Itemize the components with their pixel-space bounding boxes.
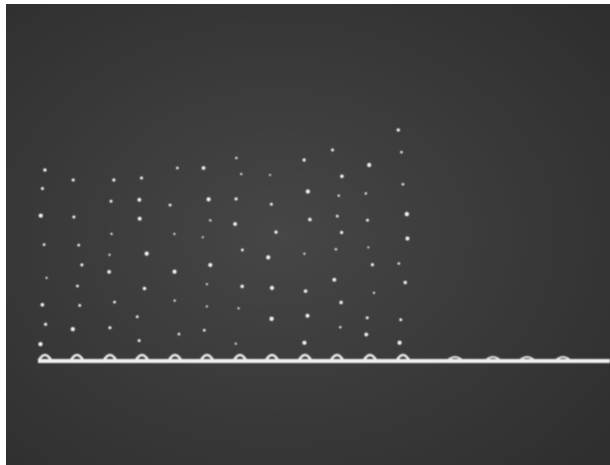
trace-dot — [340, 231, 343, 234]
trace-dot — [43, 168, 46, 171]
trace-dot — [43, 243, 46, 246]
trace-dot — [72, 178, 75, 181]
trace-dot — [77, 244, 80, 247]
trace-dot — [404, 281, 407, 284]
trace-dot — [72, 216, 75, 219]
trace-dot — [202, 236, 204, 238]
trace-dot — [107, 270, 111, 274]
trace-dot — [71, 327, 75, 331]
trace-dot — [308, 218, 312, 222]
trace-dot — [400, 151, 403, 154]
trace-dot — [402, 183, 405, 186]
trace-dot — [366, 219, 369, 222]
trace-dot — [38, 342, 42, 346]
trace-dot — [178, 333, 181, 336]
trace-dot — [206, 283, 208, 285]
trace-dot — [44, 323, 47, 326]
trace-dot — [302, 341, 306, 345]
trace-dot — [306, 314, 310, 318]
trace-dot — [45, 277, 47, 279]
trace-dot — [367, 163, 371, 167]
trace-dot — [364, 333, 368, 337]
trace-dot — [405, 212, 409, 216]
page: (() => { const svg = document.getElement… — [0, 0, 610, 465]
trace-dot — [270, 203, 273, 206]
trace-dot — [399, 318, 402, 321]
trace-dot — [339, 326, 341, 328]
trace-dot — [332, 278, 336, 282]
trace-dot — [303, 158, 306, 161]
trace-dot — [366, 316, 369, 319]
trace-dot — [173, 270, 177, 274]
trace-dot — [266, 255, 270, 259]
trace-dot — [78, 304, 81, 307]
trace-dot — [240, 285, 244, 289]
trace-dot — [339, 301, 342, 304]
trace-dot — [233, 222, 237, 226]
trace-dot — [145, 251, 149, 255]
trace-dot — [274, 230, 277, 233]
trace-dot — [209, 219, 211, 221]
trace-dot — [371, 263, 374, 266]
trace-dot — [176, 167, 179, 170]
trace-dot — [174, 299, 176, 301]
trace-dot — [269, 317, 273, 321]
trace-dot — [80, 263, 83, 266]
trace-dot — [207, 197, 211, 201]
trace-dot — [206, 305, 208, 307]
trace-dot — [41, 303, 45, 307]
trace-dot — [235, 343, 237, 345]
trace-dot — [306, 189, 310, 193]
trace-dot — [202, 166, 206, 170]
trace-dot — [240, 173, 242, 175]
trace-dot — [238, 307, 240, 309]
trace-dot — [235, 157, 237, 159]
oscilloscope-photo — [0, 0, 610, 465]
trace-dot — [76, 285, 79, 288]
trace-dot — [340, 174, 344, 178]
trace-dot — [269, 174, 271, 176]
trace-dot — [173, 233, 175, 235]
trace-dot — [140, 176, 143, 179]
trace-dot — [110, 200, 113, 203]
trace-dot — [397, 341, 401, 345]
trace-dot — [136, 315, 139, 318]
screen — [6, 4, 610, 465]
trace-dot — [169, 204, 172, 207]
trace-dot — [235, 197, 238, 200]
trace-dot — [108, 326, 111, 329]
trace-dot — [137, 198, 141, 202]
trace-dot — [39, 214, 43, 218]
trace-dot — [338, 194, 340, 196]
trace-dot — [143, 287, 147, 291]
trace-dot — [110, 233, 112, 235]
trace-dot — [365, 192, 367, 194]
trace-dot — [208, 263, 212, 267]
trace-dot — [336, 215, 339, 218]
trace-dot — [138, 339, 141, 342]
trace-dot — [405, 237, 409, 241]
trace-dot — [108, 254, 110, 256]
trace-dot — [112, 178, 115, 181]
trace-dot — [41, 187, 44, 190]
trace-dot — [373, 292, 375, 294]
trace-dot — [367, 246, 369, 248]
trace-dot — [304, 289, 308, 293]
trace-dot — [335, 248, 337, 250]
trace-dot — [113, 301, 116, 304]
trace-dot — [331, 149, 334, 152]
trace-dot — [398, 262, 401, 265]
trace-dot — [138, 217, 142, 221]
trace-dot — [303, 253, 305, 255]
trace-dot — [203, 329, 206, 332]
trace-dot — [241, 249, 244, 252]
trace-dot — [397, 128, 400, 131]
trace-dot — [270, 286, 274, 290]
